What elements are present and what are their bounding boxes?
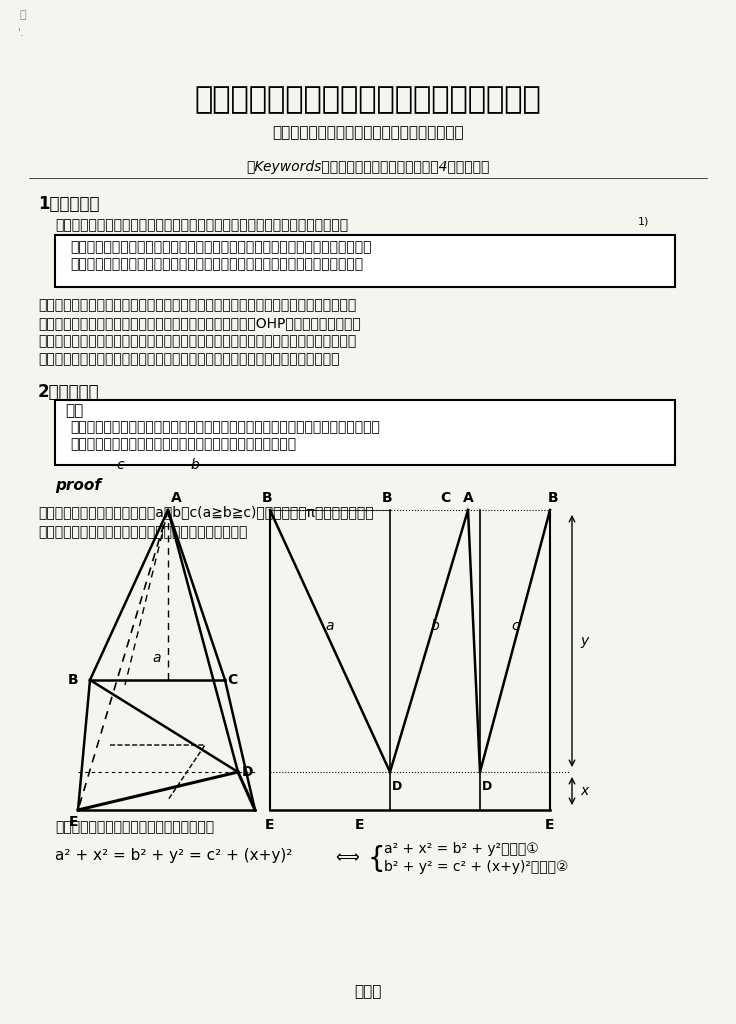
Text: 底面の三角形の一辺の長さをa、b、c(a≧b≧c)とおく。平面πと三角柱の側面: 底面の三角形の一辺の長さをa、b、c(a≧b≧c)とおく。平面πと三角柱の側面 — [38, 505, 374, 519]
Text: A: A — [463, 490, 473, 505]
Text: c: c — [116, 458, 124, 472]
Text: y: y — [580, 634, 588, 648]
Text: b² + y² = c² + (x+y)²・・・②: b² + y² = c² + (x+y)²・・・② — [384, 860, 568, 874]
Text: 三角柱から正三角形の断面を切り取る方法: 三角柱から正三角形の断面を切り取る方法 — [194, 85, 542, 114]
Text: A: A — [171, 490, 182, 505]
Text: x: x — [580, 784, 588, 798]
Text: －１－: －１－ — [354, 984, 382, 999]
Text: し、切断パターンと側面展開図を示す。この問題をもとにOHPシートなどで以下に: し、切断パターンと側面展開図を示す。この問題をもとにOHPシートなどで以下に — [38, 316, 361, 330]
Text: {: { — [368, 845, 386, 873]
Text: 正三角形の各辺の長さが等しいことから、: 正三角形の各辺の長さが等しいことから、 — [55, 820, 214, 834]
Text: '.: '. — [18, 28, 25, 38]
Text: 1): 1) — [638, 216, 649, 226]
Text: D: D — [242, 765, 253, 779]
Text: C: C — [227, 673, 237, 687]
Text: D: D — [482, 780, 492, 793]
Text: b: b — [431, 618, 439, 633]
Text: ＋: ＋ — [20, 10, 26, 20]
Text: E: E — [265, 818, 275, 831]
Text: a² + x² = b² + y²・・・①: a² + x² = b² + y²・・・① — [384, 842, 539, 856]
Text: 底面がどのような三角形であっても高さが十分に高ければ、三角柱と交わる適当: 底面がどのような三角形であっても高さが十分に高ければ、三角柱と交わる適当 — [70, 420, 380, 434]
Text: E: E — [68, 815, 78, 829]
Text: E: E — [545, 818, 555, 831]
Text: a² + x² = b² + y² = c² + (x+y)²: a² + x² = b² + y² = c² + (x+y)² — [55, 848, 292, 863]
Text: ⟺: ⟺ — [335, 848, 359, 866]
Text: ができる。この問題は、そのような観点から教育的価値が高いものと思われる。: ができる。この問題は、そのような観点から教育的価値が高いものと思われる。 — [38, 352, 339, 366]
Text: 底面がどのような三角形であっても高さが十分に高ければ、三角柱と交わる適当: 底面がどのような三角形であっても高さが十分に高ければ、三角柱と交わる適当 — [70, 240, 372, 254]
Text: a: a — [326, 618, 334, 633]
Text: な平面によって、正三角形の断面を切り取ることができる。: な平面によって、正三角形の断面を切り取ることができる。 — [70, 437, 296, 451]
Text: 1　緒　　言: 1 緒 言 — [38, 195, 99, 213]
Text: B: B — [68, 673, 78, 687]
Text: 2　考　　察: 2 考 察 — [38, 383, 99, 401]
Text: E: E — [355, 818, 365, 831]
Text: a: a — [153, 651, 161, 665]
Text: proof: proof — [55, 478, 101, 493]
Text: B: B — [548, 490, 559, 505]
Text: 北海道札幌丘珠高等学校　教諭　高　倉　　耳: 北海道札幌丘珠高等学校 教諭 高 倉 耳 — [272, 125, 464, 140]
Text: C: C — [440, 490, 450, 505]
Bar — [55, 400, 675, 465]
Text: b: b — [191, 458, 199, 472]
Text: この問題は簡単な４次方程式を解く問題に帰着される。本稿では、この問題を考察: この問題は簡単な４次方程式を解く問題に帰着される。本稿では、この問題を考察 — [38, 298, 356, 312]
Text: 平成２２年お茶の水女子大学において、次のような趣旨の問題が出題された。: 平成２２年お茶の水女子大学において、次のような趣旨の問題が出題された。 — [55, 218, 348, 232]
Text: 定理: 定理 — [65, 403, 83, 418]
Text: 示す切断パターンの模型などを作成すると単純ながらも「数学の美」を感じ取ること: 示す切断パターンの模型などを作成すると単純ながらも「数学の美」を感じ取ること — [38, 334, 356, 348]
Text: B: B — [262, 490, 272, 505]
Text: D: D — [392, 780, 403, 793]
Text: との交線を三角柱の展開図に描くと、次のようになる。: との交線を三角柱の展開図に描くと、次のようになる。 — [38, 525, 247, 539]
Text: （Keywords：三角柱、切断面、正三角形、4次方程式）: （Keywords：三角柱、切断面、正三角形、4次方程式） — [247, 160, 489, 174]
Bar — [55, 234, 675, 287]
Text: B: B — [382, 490, 392, 505]
Text: c: c — [512, 618, 519, 633]
Text: な平面によって、正三角形の断面を切り取ることができることを示しなさい。: な平面によって、正三角形の断面を切り取ることができることを示しなさい。 — [70, 257, 363, 271]
